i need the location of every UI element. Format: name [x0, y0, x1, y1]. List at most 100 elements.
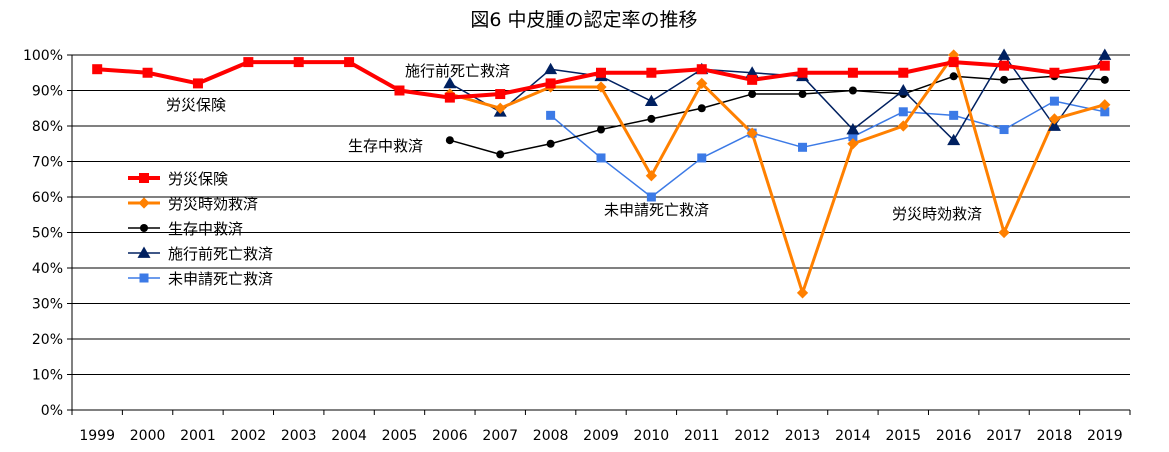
- data-point-series-2: [1000, 75, 1009, 84]
- y-tick-label: 50%: [32, 226, 63, 242]
- y-tick-label: 30%: [32, 297, 63, 313]
- series-line-2: [449, 75, 1105, 156]
- data-point-series-0: [646, 67, 657, 78]
- data-point-series-0: [1099, 60, 1110, 71]
- data-point-series-2: [748, 90, 757, 99]
- data-point-series-3: [544, 62, 558, 75]
- legend-marker: [140, 224, 148, 232]
- data-point-series-4: [798, 142, 808, 152]
- series-line-4: [550, 100, 1105, 198]
- data-point-series-4: [596, 153, 606, 163]
- legend-marker: [139, 273, 149, 283]
- x-tick-label: 2003: [281, 428, 317, 444]
- legend-marker: [137, 246, 151, 258]
- data-point-series-2: [1100, 75, 1109, 84]
- data-point-series-0: [444, 92, 455, 103]
- data-point-series-0: [293, 57, 304, 68]
- series-markers: [92, 48, 1112, 299]
- data-point-series-3: [1047, 119, 1061, 131]
- x-tick-label: 2014: [835, 428, 871, 444]
- x-tick-label: 2008: [533, 428, 569, 444]
- data-point-series-1: [998, 226, 1010, 239]
- y-axis-tick-labels: 0% 10% 20% 30% 40% 50% 60% 70% 80% 90% 100%: [23, 48, 63, 419]
- data-point-series-1: [494, 102, 506, 114]
- data-point-series-1: [645, 170, 658, 182]
- data-point-series-2: [597, 125, 605, 134]
- x-tick-label: 2019: [1087, 428, 1123, 444]
- data-point-series-0: [192, 78, 203, 89]
- data-point-series-4: [949, 110, 959, 120]
- x-tick-label: 2004: [331, 428, 367, 444]
- x-tick-label: 1999: [79, 428, 115, 444]
- data-point-series-0: [747, 74, 758, 85]
- data-point-series-0: [999, 60, 1010, 71]
- legend-marker: [138, 197, 150, 209]
- x-tick-label: 2005: [382, 428, 418, 444]
- annotation-jikou: 労災時効救済: [892, 205, 982, 223]
- x-tick-label: 2017: [986, 428, 1022, 444]
- data-point-series-2: [697, 104, 706, 113]
- data-point-series-3: [947, 133, 961, 146]
- data-point-series-2: [445, 136, 454, 145]
- data-point-series-1: [746, 127, 758, 139]
- data-point-series-4: [1049, 96, 1059, 106]
- data-point-series-0: [243, 57, 254, 68]
- data-point-series-1: [595, 81, 607, 93]
- x-tick-label: 2007: [482, 428, 518, 444]
- data-point-series-0: [696, 64, 707, 75]
- data-point-series-0: [394, 85, 405, 96]
- x-tick-label: 2016: [936, 428, 972, 444]
- x-tick-label: 2011: [684, 428, 720, 444]
- y-tick-label: 60%: [32, 190, 63, 206]
- axes: [67, 54, 1131, 415]
- data-point-series-2: [496, 150, 505, 159]
- data-point-series-3: [846, 123, 860, 135]
- data-point-series-4: [646, 192, 656, 202]
- legend-label: 生存中救済: [168, 220, 243, 238]
- data-point-series-0: [898, 67, 909, 78]
- y-tick-label: 0%: [41, 403, 63, 419]
- x-axis-tick-labels: 1999 2000 2001 2002 2003 2004 2005 2006 2007 2008…: [79, 428, 1122, 444]
- data-point-series-3: [997, 48, 1011, 60]
- data-point-series-0: [495, 89, 506, 100]
- x-tick-label: 2001: [180, 428, 216, 444]
- data-point-series-2: [848, 86, 857, 95]
- data-point-series-4: [697, 153, 707, 163]
- data-point-series-3: [644, 94, 658, 107]
- y-tick-label: 40%: [32, 261, 63, 277]
- x-tick-label: 2018: [1037, 428, 1073, 444]
- x-tick-label: 2006: [432, 428, 468, 444]
- legend-marker: [139, 173, 149, 183]
- data-point-series-0: [847, 67, 858, 78]
- data-point-series-3: [1098, 48, 1112, 60]
- y-tick-label: 70%: [32, 155, 63, 171]
- annotation-mishinsei: 未申請死亡救済: [604, 201, 709, 219]
- data-point-series-0: [596, 67, 606, 78]
- legend-label: 労災保険: [168, 170, 228, 188]
- y-tick-label: 100%: [23, 48, 63, 64]
- data-point-series-4: [999, 125, 1009, 135]
- data-point-series-1: [796, 287, 809, 299]
- y-tick-label: 10%: [32, 368, 63, 384]
- data-point-series-0: [92, 64, 103, 75]
- data-point-series-2: [546, 139, 555, 148]
- annotations: 施行前死亡救済 労災保険 生存中救済 未申請死亡救済 労災時効救済: [166, 62, 982, 223]
- x-tick-label: 2010: [634, 428, 670, 444]
- x-tick-label: 2012: [734, 428, 770, 444]
- data-point-series-1: [897, 120, 909, 132]
- annotation-seizonchu: 生存中救済: [348, 137, 423, 155]
- x-tick-label: 2000: [130, 428, 166, 444]
- legend-label: 未申請死亡救済: [168, 270, 273, 288]
- data-point-series-4: [848, 132, 858, 142]
- x-tick-label: 2002: [231, 428, 267, 444]
- legend-label: 施行前死亡救済: [168, 245, 273, 263]
- y-tick-label: 80%: [32, 119, 63, 135]
- data-point-series-3: [896, 84, 910, 96]
- data-point-series-0: [142, 67, 153, 78]
- legend-label: 労災時効救済: [168, 195, 258, 213]
- x-tick-label: 2015: [885, 428, 921, 444]
- data-point-series-1: [1099, 99, 1111, 111]
- data-point-series-4: [898, 107, 908, 117]
